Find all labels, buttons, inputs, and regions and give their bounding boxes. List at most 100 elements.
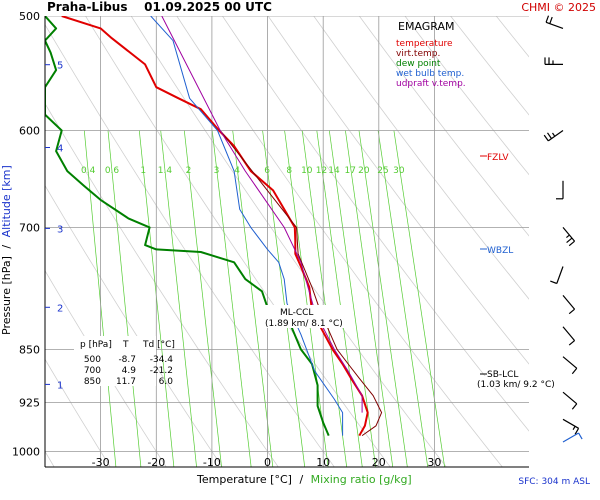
- table-header-td: Td [°C]: [142, 340, 175, 350]
- mixing-ratio-label: 4: [234, 166, 240, 176]
- pressure-tick-labels: 500 600 700 850 925 1000: [12, 10, 40, 459]
- mixing-ratio-line: [393, 130, 445, 467]
- mixing-ratio-line: [138, 130, 175, 467]
- dry-adiabat: [85, 16, 391, 467]
- temperature-tick-label: -30: [92, 456, 110, 469]
- wind-barb-flag: [574, 427, 580, 435]
- dry-adiabat: [450, 16, 529, 116]
- mixing-ratio-line: [301, 130, 348, 467]
- dry-adiabat: [130, 16, 447, 467]
- altitude-tick-labels: 1 2 3 4 5: [45, 61, 63, 391]
- legend-item-temperature: temperature: [396, 39, 453, 49]
- wind-barb-shaft: [545, 21, 564, 29]
- wind-barb-half-flag: [566, 234, 570, 239]
- table-header-t: T: [122, 340, 129, 350]
- fzlv-label: FZLV: [487, 153, 509, 163]
- wind-barb-flag: [545, 15, 550, 23]
- mixing-ratio-line: [183, 130, 222, 467]
- wind-barb-shaft: [562, 432, 579, 443]
- mixing-ratio-label: 0.6: [105, 166, 120, 176]
- table-cell: 700: [84, 366, 101, 376]
- mixing-ratio-line: [358, 130, 408, 467]
- dry-adiabat: [267, 16, 529, 365]
- wbzl-label: WBZL: [487, 246, 513, 256]
- x-axis-title: Temperature [°C] / Mixing ratio [g/kg]: [196, 473, 412, 486]
- legend-item-virt-temp: virt.temp.: [396, 49, 440, 59]
- pressure-tick-label: 850: [19, 343, 40, 356]
- virtual-temperature-line: [219, 130, 383, 437]
- surface-elevation: SFC: 304 m ASL: [518, 477, 590, 487]
- mixing-ratio-label: 20: [358, 166, 370, 176]
- mixing-ratio-label: 1: [140, 166, 146, 176]
- y-axis-separator: /: [0, 245, 13, 249]
- credit-label: CHMI © 2025: [521, 1, 596, 14]
- y-axis-pressure-label: Pressure [hPa]: [0, 256, 13, 335]
- mixing-ratio-label: 6: [264, 166, 270, 176]
- mixing-ratio-label: 14: [328, 166, 340, 176]
- legend-title: EMAGRAM: [398, 20, 455, 33]
- ml-ccl-label: ML-CCL: [280, 308, 313, 318]
- legend-item-updraft: udpraft v.temp.: [396, 79, 466, 89]
- pressure-tick-label: 1000: [12, 446, 40, 459]
- mixing-ratio-line: [211, 130, 252, 467]
- temperature-tick-labels: -30 -20 -10 0 10 20 30: [92, 456, 442, 469]
- dry-adiabat: [45, 184, 223, 467]
- wind-barb-flag: [568, 308, 575, 315]
- dry-adiabat: [577, 3, 600, 470]
- mixing-ratio-line: [316, 130, 363, 467]
- table-cell: -21.2: [150, 366, 173, 376]
- wind-barb-flag: [568, 340, 575, 346]
- temperature-tick-label: 10: [316, 456, 330, 469]
- dry-adiabat: [404, 16, 529, 176]
- wind-barb-flag: [543, 134, 549, 142]
- table-cell: -34.4: [150, 355, 174, 365]
- mixing-ratio-label: 1.4: [158, 166, 173, 176]
- x-axis-mixing-label: Mixing ratio [g/kg]: [311, 473, 412, 486]
- pressure-tick-label: 700: [19, 221, 40, 234]
- altitude-tick-label: 4: [57, 144, 63, 155]
- mixing-ratio-label: 17: [344, 166, 355, 176]
- temperature-tick-label: 20: [372, 456, 386, 469]
- altitude-tick-label: 1: [57, 380, 63, 391]
- wind-barbs: [543, 15, 583, 443]
- ml-ccl-marker: ML-CCL (1.89 km/ 8.1 °C): [264, 305, 346, 329]
- wind-barb-flag: [571, 403, 578, 410]
- mixing-ratio-label: 12: [316, 166, 327, 176]
- wind-barb-shaft: [562, 356, 578, 369]
- wind-barb-half-flag: [572, 425, 576, 431]
- dry-adiabat: [45, 102, 279, 467]
- wind-barb-shaft: [562, 418, 579, 429]
- pressure-tick-label: 600: [19, 125, 40, 138]
- wind-barb-shaft: [547, 130, 564, 142]
- mixing-ratio-label: 30: [393, 166, 405, 176]
- pressure-tick-label: 500: [19, 10, 40, 23]
- ml-ccl-value: (1.89 km/ 8.1 °C): [265, 319, 343, 329]
- temperature-line: [61, 16, 369, 437]
- table-header-p: p [hPa]: [80, 340, 112, 350]
- mixing-ratio-label: 25: [377, 166, 388, 176]
- dry-adiabat: [45, 358, 111, 467]
- table-cell: 850: [84, 377, 101, 387]
- dry-adiabat: [45, 269, 167, 467]
- mixing-ratio-label: 3: [214, 166, 220, 176]
- wet-bulb-line: [150, 16, 344, 436]
- sounding-table: p [hPa] T Td [°C] 500 -8.7 -34.4 700 4.9…: [74, 336, 175, 387]
- mixing-ratio-labels: 0.4 0.6 1 1.4 2 3 4 6 8 10 12 14 17 20 25 30: [81, 166, 405, 176]
- mixing-ratio-line: [232, 130, 274, 467]
- wind-barb-shaft: [556, 266, 564, 284]
- table-background: [74, 336, 156, 386]
- wind-barb-flag: [549, 16, 553, 24]
- temperature-tick-label: -10: [203, 456, 221, 469]
- wind-barb-flag: [566, 237, 573, 244]
- table-cell: 11.7: [116, 377, 136, 387]
- wind-barb-half-flag: [552, 132, 556, 137]
- dry-adiabat: [221, 16, 529, 432]
- ml-ccl-background: [264, 305, 346, 328]
- mixing-ratio-line: [160, 130, 197, 467]
- mixing-ratio-label: 2: [186, 166, 192, 176]
- altitude-tick-label: 2: [57, 303, 63, 314]
- mixing-ratio-label: 0.4: [81, 166, 96, 176]
- temperature-tick-label: 30: [427, 456, 441, 469]
- y-axis-altitude-label: Altitude [km]: [0, 165, 13, 237]
